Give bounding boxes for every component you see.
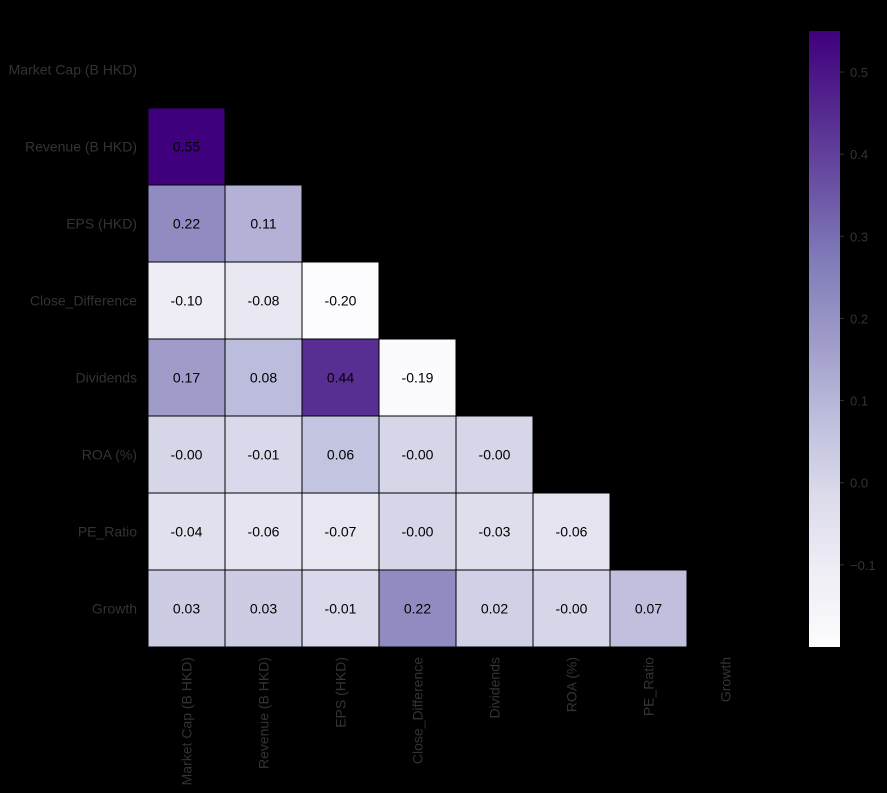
cell-value-label: 0.17 xyxy=(173,370,200,386)
cell-value-label: -0.01 xyxy=(248,447,280,463)
colorbar-tick-label: 0.0 xyxy=(850,476,868,491)
heatmap-cell xyxy=(147,184,226,263)
colorbar-tick-label: 0.3 xyxy=(850,229,868,244)
heatmap-cell xyxy=(224,338,303,417)
colorbar-gradient xyxy=(809,31,840,647)
row-label: EPS (HKD) xyxy=(66,216,137,232)
heatmap-cell xyxy=(224,569,303,648)
row-label: Revenue (B HKD) xyxy=(25,139,137,155)
heatmap-cell xyxy=(301,492,380,571)
cell-value-label: -0.08 xyxy=(248,293,280,309)
heatmap-cell xyxy=(378,338,457,417)
column-label: Growth xyxy=(718,657,734,702)
cell-value-label: 0.11 xyxy=(250,216,276,232)
cell-value-label: -0.06 xyxy=(556,524,588,540)
colorbar-tick-label: 0.4 xyxy=(850,147,868,162)
cell-value-label: -0.00 xyxy=(402,447,434,463)
heatmap-cell xyxy=(609,569,688,648)
heatmap-cell xyxy=(378,415,457,494)
column-label: Close_Difference xyxy=(410,657,426,764)
colorbar-tick-label: 0.1 xyxy=(850,394,868,409)
heatmap-cell xyxy=(455,492,534,571)
heatmap-cell xyxy=(532,492,611,571)
heatmap-cell xyxy=(147,569,226,648)
column-label: PE_Ratio xyxy=(641,657,657,716)
heatmap-cell xyxy=(224,415,303,494)
colorbar-tick-label: −0.1 xyxy=(850,558,876,573)
heatmap-cell xyxy=(224,184,303,263)
cell-value-label: 0.22 xyxy=(404,601,431,617)
colorbar-tick-label: 0.2 xyxy=(850,311,868,326)
row-label: Growth xyxy=(92,601,137,617)
heatmap-cell xyxy=(147,492,226,571)
cell-value-label: -0.03 xyxy=(479,524,511,540)
cell-value-label: 0.22 xyxy=(173,216,200,232)
heatmap-cell xyxy=(532,569,611,648)
heatmap-cell xyxy=(224,492,303,571)
column-label: EPS (HKD) xyxy=(333,657,349,728)
cell-value-label: -0.20 xyxy=(325,293,357,309)
heatmap-cell xyxy=(224,261,303,340)
cell-value-label: -0.00 xyxy=(171,447,203,463)
cell-value-label: 0.03 xyxy=(173,601,200,617)
heatmap-cell xyxy=(455,415,534,494)
cell-value-label: -0.10 xyxy=(171,293,203,309)
column-label: Revenue (B HKD) xyxy=(256,657,272,769)
heatmap-cell xyxy=(147,107,226,186)
column-label: Market Cap (B HKD) xyxy=(179,657,195,785)
cell-value-label: -0.00 xyxy=(402,524,434,540)
row-label: PE_Ratio xyxy=(78,524,137,540)
cell-value-label: 0.06 xyxy=(327,447,354,463)
heatmap-cell xyxy=(301,415,380,494)
cell-value-label: -0.00 xyxy=(556,601,588,617)
row-label: Close_Difference xyxy=(30,293,137,309)
cell-value-label: 0.44 xyxy=(327,370,354,386)
row-labels: Market Cap (B HKD) Revenue (B HKD) EPS (HK… xyxy=(9,62,138,617)
colorbar-tick-label: 0.5 xyxy=(850,65,868,80)
cell-value-label: -0.01 xyxy=(325,601,357,617)
cell-value-label: -0.00 xyxy=(479,447,511,463)
cell-value-label: 0.07 xyxy=(635,601,662,617)
colorbar: −0.1 0.0 0.1 0.2 0.3 0.4 0.5 xyxy=(809,31,876,647)
cell-value-label: -0.06 xyxy=(248,524,280,540)
cell-value-label: -0.19 xyxy=(402,370,434,386)
cell-value-label: -0.07 xyxy=(325,524,357,540)
heatmap-cell xyxy=(301,261,380,340)
cell-value-label: 0.02 xyxy=(481,601,508,617)
heatmap-cells: 0.55 0.22 0.11 -0.10 -0.08 -0.20 0.17 0.08 0.44 -… xyxy=(147,107,688,648)
row-label: ROA (%) xyxy=(82,447,137,463)
row-label: Dividends xyxy=(76,370,137,386)
cell-value-label: -0.04 xyxy=(171,524,203,540)
heatmap-cell xyxy=(378,492,457,571)
cell-value-label: 0.08 xyxy=(250,370,277,386)
column-labels: Market Cap (B HKD) Revenue (B HKD) EPS (HK… xyxy=(179,657,734,786)
heatmap-cell xyxy=(147,261,226,340)
column-label: ROA (%) xyxy=(564,657,580,712)
heatmap-cell xyxy=(378,569,457,648)
column-label: Dividends xyxy=(487,657,503,718)
cell-value-label: 0.55 xyxy=(173,139,200,155)
row-label: Market Cap (B HKD) xyxy=(9,62,137,78)
cell-value-label: 0.03 xyxy=(250,601,277,617)
